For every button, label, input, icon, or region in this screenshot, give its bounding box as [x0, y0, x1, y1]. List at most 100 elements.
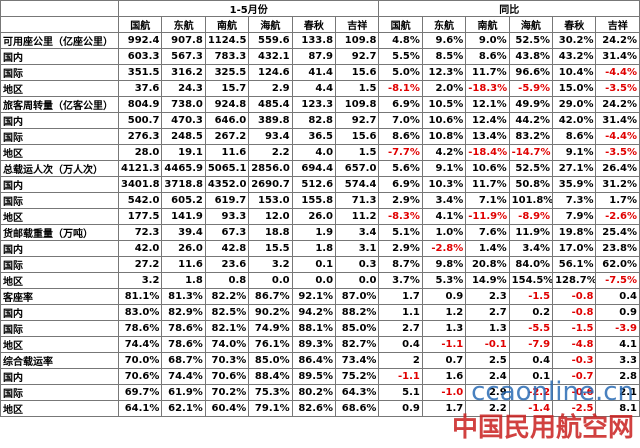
cell: 109.8	[335, 96, 380, 113]
column-name: 南航	[204, 16, 250, 33]
cell: -7.5%	[595, 272, 640, 289]
cell: 5.3%	[421, 272, 467, 289]
cell: 3.2	[248, 256, 293, 273]
cell: 141.9	[161, 208, 206, 225]
cell: 74.0%	[204, 336, 250, 353]
cell: 0.4	[378, 336, 423, 353]
cell: 101.8%	[508, 192, 554, 209]
cell: 123.3	[291, 96, 337, 113]
row-label: 国际	[0, 384, 119, 401]
row: 国内 500.7 470.3 646.0 389.8 82.8 92.7 7.0% 10.6% 1…	[0, 112, 640, 129]
blank	[0, 0, 119, 17]
cell: 82.8	[291, 112, 337, 129]
row: 地区 28.0 19.1 11.6 2.2 4.0 1.5 -7.7% 4.2% -18.4% -1…	[0, 144, 640, 161]
cell: 52.5%	[508, 32, 554, 49]
row-label: 国内	[0, 48, 119, 65]
cell: 96.6%	[508, 64, 554, 81]
row: 国际 78.6% 78.6% 82.1% 74.9% 88.1% 85.0% 2.7 1.3 1.…	[0, 320, 640, 337]
cell: 0.9	[421, 288, 467, 305]
cell: 1.9	[291, 224, 337, 241]
row: 地区 74.4% 78.6% 74.0% 76.1% 89.3% 82.7% 0.4 -1.1-…	[0, 336, 640, 353]
cell: 75.3%	[248, 384, 293, 401]
cell: 5.1	[378, 384, 423, 401]
cell: 351.5	[117, 64, 163, 81]
cell: 8.1	[595, 400, 640, 417]
cell: 155.8	[291, 192, 337, 209]
cell: 10.6%	[421, 112, 467, 129]
cell: 1.5	[335, 80, 380, 97]
cell: 41.4	[291, 64, 337, 81]
cell: 2	[378, 352, 423, 369]
cell: -1.5	[552, 320, 597, 337]
cell: 78.6%	[161, 336, 206, 353]
cell: 85.0%	[335, 320, 380, 337]
row-label: 国际	[0, 64, 119, 81]
cell: 11.9%	[508, 224, 554, 241]
cell: 5065.1	[204, 160, 250, 177]
cell: 92.1%	[291, 288, 337, 305]
cell: 11.7%	[465, 176, 510, 193]
cell: -0.8	[552, 304, 597, 321]
cell: 470.3	[161, 112, 206, 129]
cell: 26.0	[291, 208, 337, 225]
row-label: 国际	[0, 320, 119, 337]
cell: 8.6%	[465, 48, 510, 65]
cell: 12.4%	[465, 112, 510, 129]
cell: 82.5%	[204, 304, 250, 321]
cell: 7.1%	[465, 192, 510, 209]
column-name: 春秋	[291, 16, 337, 33]
row-label: 地区	[0, 400, 119, 417]
cell: 37.6	[117, 80, 163, 97]
cell: 44.2%	[508, 112, 554, 129]
cell: 49.9%	[508, 96, 554, 113]
cell: 86.4%	[291, 352, 337, 369]
cell: 18.8	[248, 224, 293, 241]
cell: 42.8	[204, 240, 250, 257]
row-label: 国际	[0, 256, 119, 273]
row: 综合载运率 70.0% 68.7% 70.3% 85.0% 86.4% 73.4% 2 0.7 2…	[0, 352, 640, 369]
cell: 10.5%	[421, 96, 467, 113]
cell: 992.4	[117, 32, 163, 49]
cell: 36.5	[291, 128, 337, 145]
cell: 4.1	[595, 336, 640, 353]
cell: -3.5%	[595, 80, 640, 97]
row-label: 客座率	[0, 288, 119, 305]
cell: 89.5%	[291, 368, 337, 385]
cell: 559.6	[248, 32, 293, 49]
cell: 70.6%	[117, 368, 163, 385]
group-header: 1-5月份 同比	[0, 0, 640, 17]
cell: 2.9%	[378, 240, 423, 257]
cell: 43.2%	[552, 48, 597, 65]
cell: -5.9%	[508, 80, 554, 97]
cell: 94.2%	[291, 304, 337, 321]
cell: -1.1	[378, 368, 423, 385]
cell: 52.5%	[508, 160, 554, 177]
row-label: 综合载运率	[0, 352, 119, 369]
cell: 62.1%	[161, 400, 206, 417]
cell: 82.6%	[291, 400, 337, 417]
cell: 2.9	[248, 80, 293, 97]
column-name: 春秋	[552, 16, 597, 33]
cell: 14.9%	[465, 272, 510, 289]
cell: 2.0%	[421, 80, 467, 97]
cell: -3.9	[595, 320, 640, 337]
row-label: 国内	[0, 176, 119, 193]
cell: 88.1%	[291, 320, 337, 337]
cell: 73.4%	[335, 352, 380, 369]
cell: 62.0%	[595, 256, 640, 273]
column-name: 海航	[508, 16, 554, 33]
cell: 11.6	[161, 256, 206, 273]
cell: 70.6%	[204, 368, 250, 385]
cell: 87.0%	[335, 288, 380, 305]
cell: 15.6	[335, 128, 380, 145]
cell: 153.0	[248, 192, 293, 209]
cell: 804.9	[117, 96, 163, 113]
cell: 72.3	[117, 224, 163, 241]
cell: 19.1	[161, 144, 206, 161]
cell: 3718.8	[161, 176, 206, 193]
row: 国际 27.2 11.6 23.6 3.2 0.1 0.3 8.7% 9.8% 20.8% 84.0…	[0, 256, 640, 273]
cell: 657.0	[335, 160, 380, 177]
cell: 89.3%	[291, 336, 337, 353]
cell: 12.0	[248, 208, 293, 225]
